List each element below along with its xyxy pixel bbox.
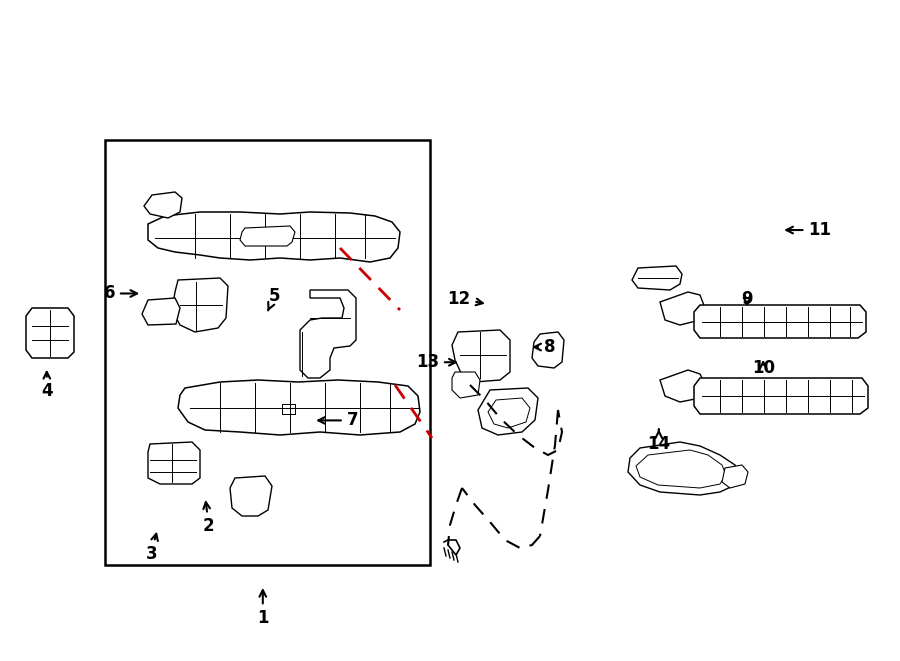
Polygon shape [660, 370, 706, 402]
Polygon shape [452, 372, 480, 398]
Text: 14: 14 [647, 430, 670, 453]
Polygon shape [172, 278, 228, 332]
Text: 12: 12 [447, 290, 482, 308]
Polygon shape [722, 465, 748, 488]
Text: 5: 5 [268, 287, 280, 311]
Polygon shape [148, 442, 200, 484]
Polygon shape [142, 298, 180, 325]
Polygon shape [632, 266, 682, 290]
Text: 10: 10 [752, 358, 775, 377]
Text: 2: 2 [203, 502, 214, 535]
Polygon shape [488, 398, 530, 428]
Text: 6: 6 [104, 284, 137, 303]
Text: 13: 13 [416, 353, 455, 371]
Polygon shape [300, 290, 356, 378]
Polygon shape [478, 388, 538, 435]
Text: 11: 11 [787, 221, 832, 239]
Polygon shape [694, 305, 866, 338]
Polygon shape [694, 378, 868, 414]
Polygon shape [636, 450, 726, 488]
Polygon shape [660, 292, 705, 325]
Polygon shape [532, 332, 564, 368]
Polygon shape [452, 330, 510, 382]
Polygon shape [144, 192, 182, 218]
Bar [105, 140, 430, 565]
Text: 3: 3 [146, 533, 158, 563]
Text: 4: 4 [41, 372, 52, 401]
Polygon shape [230, 476, 272, 516]
Text: 7: 7 [319, 411, 358, 430]
Polygon shape [178, 380, 420, 435]
Polygon shape [628, 442, 740, 495]
Polygon shape [26, 308, 74, 358]
Polygon shape [240, 226, 295, 246]
Polygon shape [148, 212, 400, 262]
Text: 8: 8 [535, 338, 555, 356]
Text: 9: 9 [742, 290, 752, 308]
Text: 1: 1 [257, 590, 268, 627]
